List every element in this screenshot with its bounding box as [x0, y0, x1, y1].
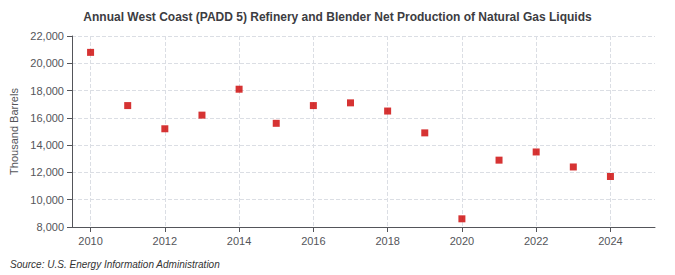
svg-text:12,000: 12,000: [30, 166, 64, 178]
svg-text:18,000: 18,000: [30, 85, 64, 97]
svg-text:Thousand Barrels: Thousand Barrels: [8, 88, 20, 175]
svg-text:2022: 2022: [524, 235, 548, 247]
svg-text:2012: 2012: [153, 235, 177, 247]
svg-text:2014: 2014: [227, 235, 251, 247]
svg-text:Annual West Coast (PADD 5) Ref: Annual West Coast (PADD 5) Refinery and …: [83, 10, 592, 24]
svg-text:22,000: 22,000: [30, 30, 64, 42]
svg-text:2016: 2016: [301, 235, 325, 247]
svg-text:8,000: 8,000: [36, 221, 64, 233]
svg-text:2010: 2010: [78, 235, 102, 247]
svg-text:20,000: 20,000: [30, 57, 64, 69]
svg-text:14,000: 14,000: [30, 139, 64, 151]
svg-text:16,000: 16,000: [30, 112, 64, 124]
svg-text:10,000: 10,000: [30, 194, 64, 206]
svg-text:2024: 2024: [598, 235, 622, 247]
svg-text:Source: U.S. Energy Informatio: Source: U.S. Energy Information Administ…: [10, 259, 220, 270]
svg-text:2018: 2018: [375, 235, 399, 247]
svg-text:2020: 2020: [450, 235, 474, 247]
